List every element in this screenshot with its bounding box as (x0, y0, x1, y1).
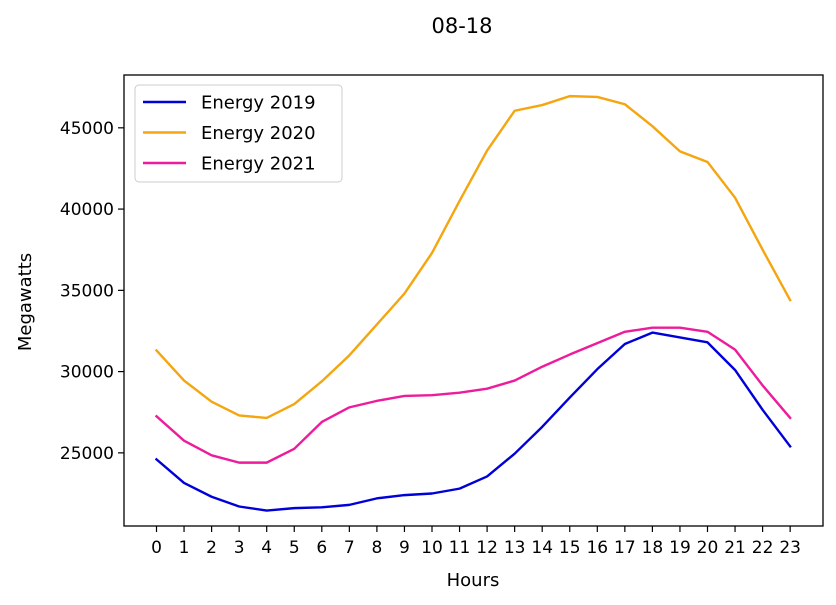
y-tick-label: 40000 (60, 200, 114, 220)
x-tick-label: 14 (531, 538, 553, 558)
x-tick-label: 22 (752, 538, 774, 558)
x-tick-label: 6 (316, 538, 327, 558)
x-tick-label: 17 (614, 538, 636, 558)
x-tick-label: 16 (586, 538, 608, 558)
x-tick-label: 19 (669, 538, 691, 558)
x-tick-label: 8 (371, 538, 382, 558)
x-tick-label: 1 (179, 538, 190, 558)
legend-entry-label: Energy 2021 (201, 154, 316, 175)
x-tick-label: 11 (449, 538, 471, 558)
legend: Energy 2019 Energy 2020 Energy 2021 (134, 84, 343, 183)
y-tick-label: 25000 (60, 444, 114, 464)
x-tick-label: 18 (642, 538, 664, 558)
y-axis: 25000 30000 35000 40000 45000 (60, 119, 124, 464)
chart-title: 08-18 (431, 14, 492, 38)
y-axis-label: Megawatts (15, 253, 36, 351)
x-tick-label: 0 (151, 538, 162, 558)
legend-box (134, 84, 343, 183)
x-tick-label: 3 (234, 538, 245, 558)
x-tick-label: 23 (779, 538, 801, 558)
x-tick-label: 7 (344, 538, 355, 558)
y-tick-label: 35000 (60, 281, 114, 301)
y-tick-label: 30000 (60, 363, 114, 383)
legend-entry-label: Energy 2020 (201, 123, 316, 144)
x-tick-label: 20 (697, 538, 719, 558)
series-line-2 (154, 94, 792, 420)
legend-entry-label: Energy 2019 (201, 93, 316, 114)
series-line-3 (154, 326, 792, 464)
x-axis: 0 1 2 3 4 5 6 7 8 9 10 11 12 13 14 15 16 17 18 19 20 21 22 23 (151, 526, 801, 558)
x-tick-label: 5 (289, 538, 300, 558)
plot-lines (154, 94, 792, 512)
x-tick-label: 4 (261, 538, 272, 558)
y-tick-label: 45000 (60, 119, 114, 139)
x-tick-label: 12 (476, 538, 498, 558)
x-tick-label: 13 (504, 538, 526, 558)
x-axis-label: Hours (447, 570, 500, 591)
series-line-1 (154, 331, 792, 512)
plot-frame (123, 74, 824, 527)
x-tick-label: 21 (724, 538, 746, 558)
x-tick-label: 10 (421, 538, 443, 558)
x-tick-label: 2 (206, 538, 217, 558)
x-tick-label: 9 (399, 538, 410, 558)
x-tick-label: 15 (559, 538, 581, 558)
